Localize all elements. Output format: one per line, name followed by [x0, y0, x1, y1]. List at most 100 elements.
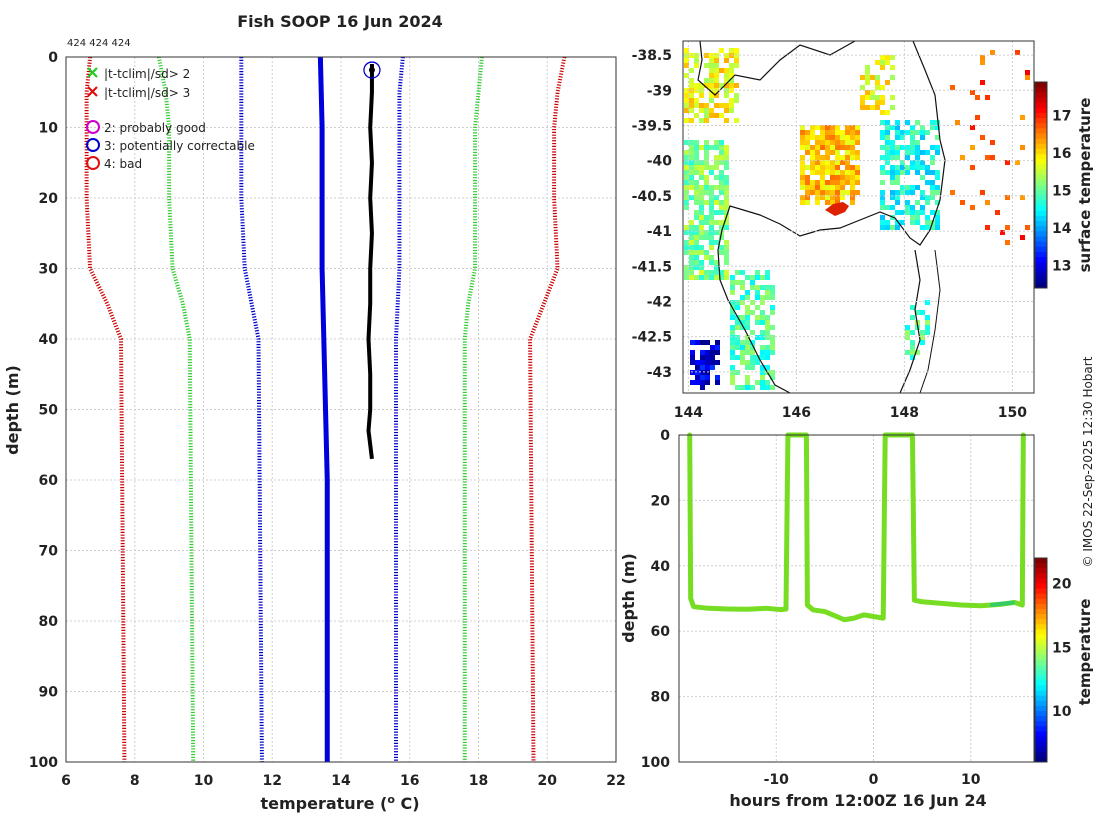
sst-pixel [865, 80, 870, 85]
sst-pixel [865, 70, 870, 75]
profile-y-label: depth (m) [3, 365, 22, 455]
sst-pixel [810, 135, 815, 140]
sst-pixel [925, 150, 930, 155]
sst-pixel [910, 315, 915, 320]
sst-pixel [850, 145, 855, 150]
timeseries-colorbar-swatch [1035, 649, 1047, 656]
sst-pixel [709, 83, 714, 88]
timeseries-colorbar-swatch [1035, 685, 1047, 692]
sst-pixel [890, 95, 895, 100]
sst-pixel [700, 355, 705, 360]
sst-pixel [724, 225, 729, 230]
legend-x-marker [87, 86, 98, 97]
sst-pixel [699, 225, 704, 230]
sst-pixel [745, 365, 750, 370]
sst-pixel [800, 170, 805, 175]
sst-pixel [910, 185, 915, 190]
sst-pixel [815, 150, 820, 155]
sst-pixel [900, 130, 905, 135]
sst-pixel [700, 360, 705, 365]
sst-pixel [890, 140, 895, 145]
sst-pixel [770, 295, 775, 300]
profile-legend: |t-tclim|/sd> 2 |t-tclim|/sd> 3 2: probabl… [86, 67, 255, 171]
sst-pixel [885, 170, 890, 175]
sst-pixel [689, 175, 694, 180]
sst-pixel [714, 155, 719, 160]
sst-pixel [765, 315, 770, 320]
timeseries-colorbar-swatch [1035, 756, 1047, 763]
sst-pixel [885, 125, 890, 130]
sst-pixel [870, 105, 875, 110]
sst-pixel [755, 270, 760, 275]
sst-pixel [684, 175, 689, 180]
timeseries-y-tick-label: 20 [651, 493, 671, 509]
sst-pixel [800, 145, 805, 150]
sst-pixel [730, 280, 735, 285]
sst-pixel [845, 140, 850, 145]
sst-pixel [704, 140, 709, 145]
sst-pixel [805, 135, 810, 140]
sst-pixel [975, 95, 980, 100]
sst-pixel [760, 370, 765, 375]
profile-y-tick-label: 10 [39, 121, 59, 137]
sst-pixel [930, 195, 935, 200]
sst-pixel [855, 155, 860, 160]
sst-pixel [890, 205, 895, 210]
sst-pixel [885, 55, 890, 60]
map-colorbar-swatch [1035, 143, 1047, 150]
sst-pixel [930, 125, 935, 130]
sst-pixel [709, 58, 714, 63]
sst-pixel [810, 145, 815, 150]
sst-pixel [760, 385, 765, 390]
timeseries-colorbar-swatch [1035, 695, 1047, 702]
sst-pixel [820, 165, 825, 170]
timeseries-colorbar-swatch [1035, 603, 1047, 610]
sst-pixel [815, 185, 820, 190]
map-colorbar-swatch [1035, 221, 1047, 227]
sst-pixel [715, 380, 720, 385]
sst-pixel [690, 380, 695, 385]
map-colorbar-swatch [1035, 164, 1047, 171]
sst-pixel [770, 325, 775, 330]
sst-pixel [890, 165, 895, 170]
sst-pixel [699, 103, 704, 108]
sst-pixel [770, 385, 775, 390]
sst-pixel [805, 190, 810, 195]
sst-pixel [735, 270, 740, 275]
sst-pixel [825, 180, 830, 185]
sst-pixel [845, 170, 850, 175]
sst-pixel [694, 83, 699, 88]
sst-pixel [910, 330, 915, 335]
map-colorbar-swatch [1035, 159, 1047, 165]
sst-pixel [920, 160, 925, 165]
sst-pixel [760, 285, 765, 290]
sst-pixel [885, 160, 890, 165]
sst-pixel [704, 53, 709, 58]
sst-pixel [830, 160, 835, 165]
sst-pixel [695, 365, 700, 370]
sst-pixel [835, 190, 840, 195]
sst-pixel [760, 315, 765, 320]
sst-pixel [724, 190, 729, 195]
sst-pixel [740, 355, 745, 360]
sst-pixel [730, 355, 735, 360]
sst-pixel [935, 200, 940, 205]
sst-pixel [694, 275, 699, 280]
sst-pixel [729, 103, 734, 108]
sst-pixel [705, 360, 710, 365]
sst-pixel [855, 130, 860, 135]
sst-pixel [910, 215, 915, 220]
sst-pixel [930, 185, 935, 190]
sst-pixel [845, 180, 850, 185]
sst-pixel [719, 220, 724, 225]
profile-line-clim-mean [317, 56, 330, 762]
sst-pixel [714, 220, 719, 225]
map-colorbar-swatch [1035, 112, 1047, 119]
sst-pixel [710, 360, 715, 365]
sst-pixel [694, 210, 699, 215]
sst-pixel [724, 53, 729, 58]
sst-pixel [875, 75, 880, 80]
sst-pixel [750, 365, 755, 370]
sst-pixel [885, 150, 890, 155]
sst-pixel [910, 140, 915, 145]
